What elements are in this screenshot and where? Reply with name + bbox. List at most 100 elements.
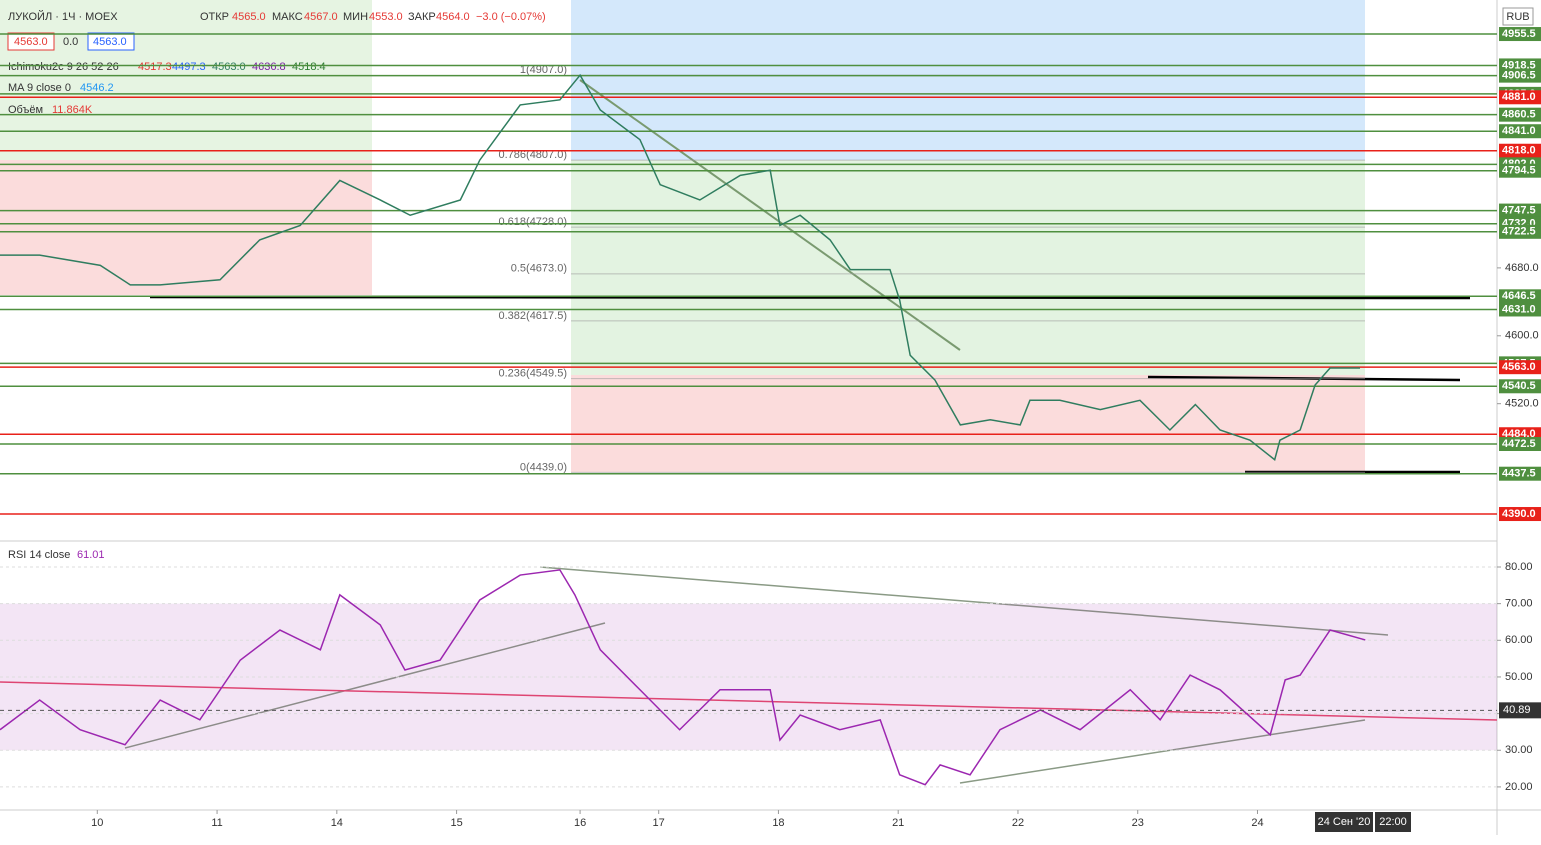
level-tag <box>1499 163 1541 178</box>
trend-line <box>149 295 1471 300</box>
fib-label: 0.786(4807.0) <box>499 149 568 161</box>
date-label: 24 Сен '20 <box>1318 816 1371 828</box>
fib-label: 0(4439.0) <box>520 461 567 473</box>
indicator-name: MA 9 close 0 <box>8 82 71 94</box>
low: 4553.0 <box>369 11 403 23</box>
level-label: 4794.5 <box>1502 165 1536 177</box>
header: ЛУКОЙЛ · 1Ч · MOEX ОТКР 4565.0 МАКС 4567… <box>7 7 1534 832</box>
level-label: 4722.5 <box>1502 226 1536 238</box>
indicator-name: Ichimoku2c 9 26 52 26 <box>8 61 119 73</box>
change: −3.0 (−0.07%) <box>476 11 546 23</box>
level-tag <box>1499 143 1541 158</box>
level-label: 4390.0 <box>1502 508 1536 520</box>
level-label: 4860.5 <box>1502 109 1536 121</box>
high-label: МАКС <box>272 11 303 23</box>
x-tick-label: 17 <box>653 817 665 829</box>
spread: 0.0 <box>63 36 78 48</box>
level-label: 4841.0 <box>1502 125 1536 137</box>
currency-box[interactable] <box>1502 7 1534 26</box>
fib-label: 0.5(4673.0) <box>511 263 567 275</box>
x-tick-label: 14 <box>331 817 343 829</box>
indicator-value: 11.864K <box>52 104 93 116</box>
level-tag <box>1499 437 1541 452</box>
close: 4564.0 <box>436 11 470 23</box>
open: 4565.0 <box>232 11 266 23</box>
symbol: ЛУКОЙЛ · 1Ч · MOEX <box>8 10 118 23</box>
level-tag <box>1499 68 1541 83</box>
level-tag <box>1499 507 1541 522</box>
x-tick-label: 10 <box>91 817 103 829</box>
zone <box>0 160 372 295</box>
y-tick-label: 4520.0 <box>1505 398 1539 410</box>
open-label: ОТКР <box>200 11 229 23</box>
x-tick-label: 16 <box>574 817 586 829</box>
bid-box[interactable] <box>7 32 55 51</box>
rsi-trend-line <box>124 622 606 749</box>
indicator-value: 4518.4 <box>292 61 326 73</box>
high: 4567.0 <box>304 11 338 23</box>
bid: 4563.0 <box>14 36 48 48</box>
low-label: МИН <box>343 11 368 23</box>
x-tick-label: 24 <box>1251 817 1263 829</box>
level-tag <box>1499 289 1541 304</box>
time-label: 22:00 <box>1379 816 1407 828</box>
crosshair-label: 40.89 <box>1503 704 1531 716</box>
rsi-title: RSI 14 close <box>8 549 70 561</box>
level-tag <box>1499 466 1541 481</box>
rsi-trend-line <box>539 566 1389 636</box>
level-label: 4540.5 <box>1502 380 1536 392</box>
level-tag <box>1499 379 1541 394</box>
indicator-name: Объём <box>8 104 43 116</box>
x-tick-label: 21 <box>892 817 904 829</box>
indicator-value: 4546.2 <box>80 82 114 94</box>
x-tick-label: 11 <box>211 817 222 829</box>
price-line <box>0 73 1361 461</box>
level-label: 4646.5 <box>1502 290 1536 302</box>
indicator-value: 4563.0 <box>212 61 246 73</box>
level-tag <box>1499 224 1541 239</box>
fib-label: 0.236(4549.5) <box>499 368 568 380</box>
fib-label: 1(4907.0) <box>520 64 567 76</box>
rsi-trend-line <box>959 719 1366 784</box>
level-tag <box>1499 302 1541 317</box>
indicator-value: 4636.8 <box>252 61 286 73</box>
crosshair-tag <box>1499 702 1541 719</box>
level-tag <box>1499 90 1541 105</box>
level-tag <box>1499 360 1541 375</box>
fib-zone <box>571 0 1365 160</box>
level-label: 4631.0 <box>1502 303 1536 315</box>
x-tick-label: 22 <box>1012 817 1024 829</box>
trend-line <box>579 79 961 351</box>
y-tick-label: 60.00 <box>1505 634 1533 646</box>
level-label: 4472.5 <box>1502 438 1536 450</box>
fib-label: 0.382(4617.5) <box>499 310 568 322</box>
fib-label: 0.618(4728.0) <box>499 216 568 228</box>
level-label: 4747.5 <box>1502 204 1536 216</box>
indicator-value: 4517.3 <box>138 61 172 73</box>
time-tag <box>1375 812 1411 832</box>
level-label: 4881.0 <box>1502 91 1536 103</box>
level-tag <box>1499 107 1541 122</box>
y-tick-label: 30.00 <box>1505 744 1533 756</box>
date-tag <box>1315 812 1373 832</box>
ask-box[interactable] <box>87 32 135 51</box>
rsi-band <box>0 603 1497 751</box>
y-tick-label: 50.00 <box>1505 671 1533 683</box>
ask: 4563.0 <box>93 36 127 48</box>
level-label: 4437.5 <box>1502 468 1536 480</box>
y-tick-label: 4600.0 <box>1505 330 1539 342</box>
y-tick-label: 4680.0 <box>1505 262 1539 274</box>
level-label: 4955.5 <box>1502 28 1536 40</box>
x-tick-label: 23 <box>1132 817 1144 829</box>
close-label: ЗАКР <box>408 11 436 23</box>
level-label: 4918.5 <box>1502 59 1536 71</box>
level-tag <box>1499 203 1541 218</box>
x-tick-label: 18 <box>772 817 784 829</box>
level-tag <box>1499 27 1541 42</box>
x-tick-label: 15 <box>450 817 462 829</box>
y-tick-label: 80.00 <box>1505 561 1533 573</box>
rsi-value: 61.01 <box>77 549 105 561</box>
currency: RUB <box>1506 11 1529 23</box>
level-label: 4563.0 <box>1502 361 1536 373</box>
